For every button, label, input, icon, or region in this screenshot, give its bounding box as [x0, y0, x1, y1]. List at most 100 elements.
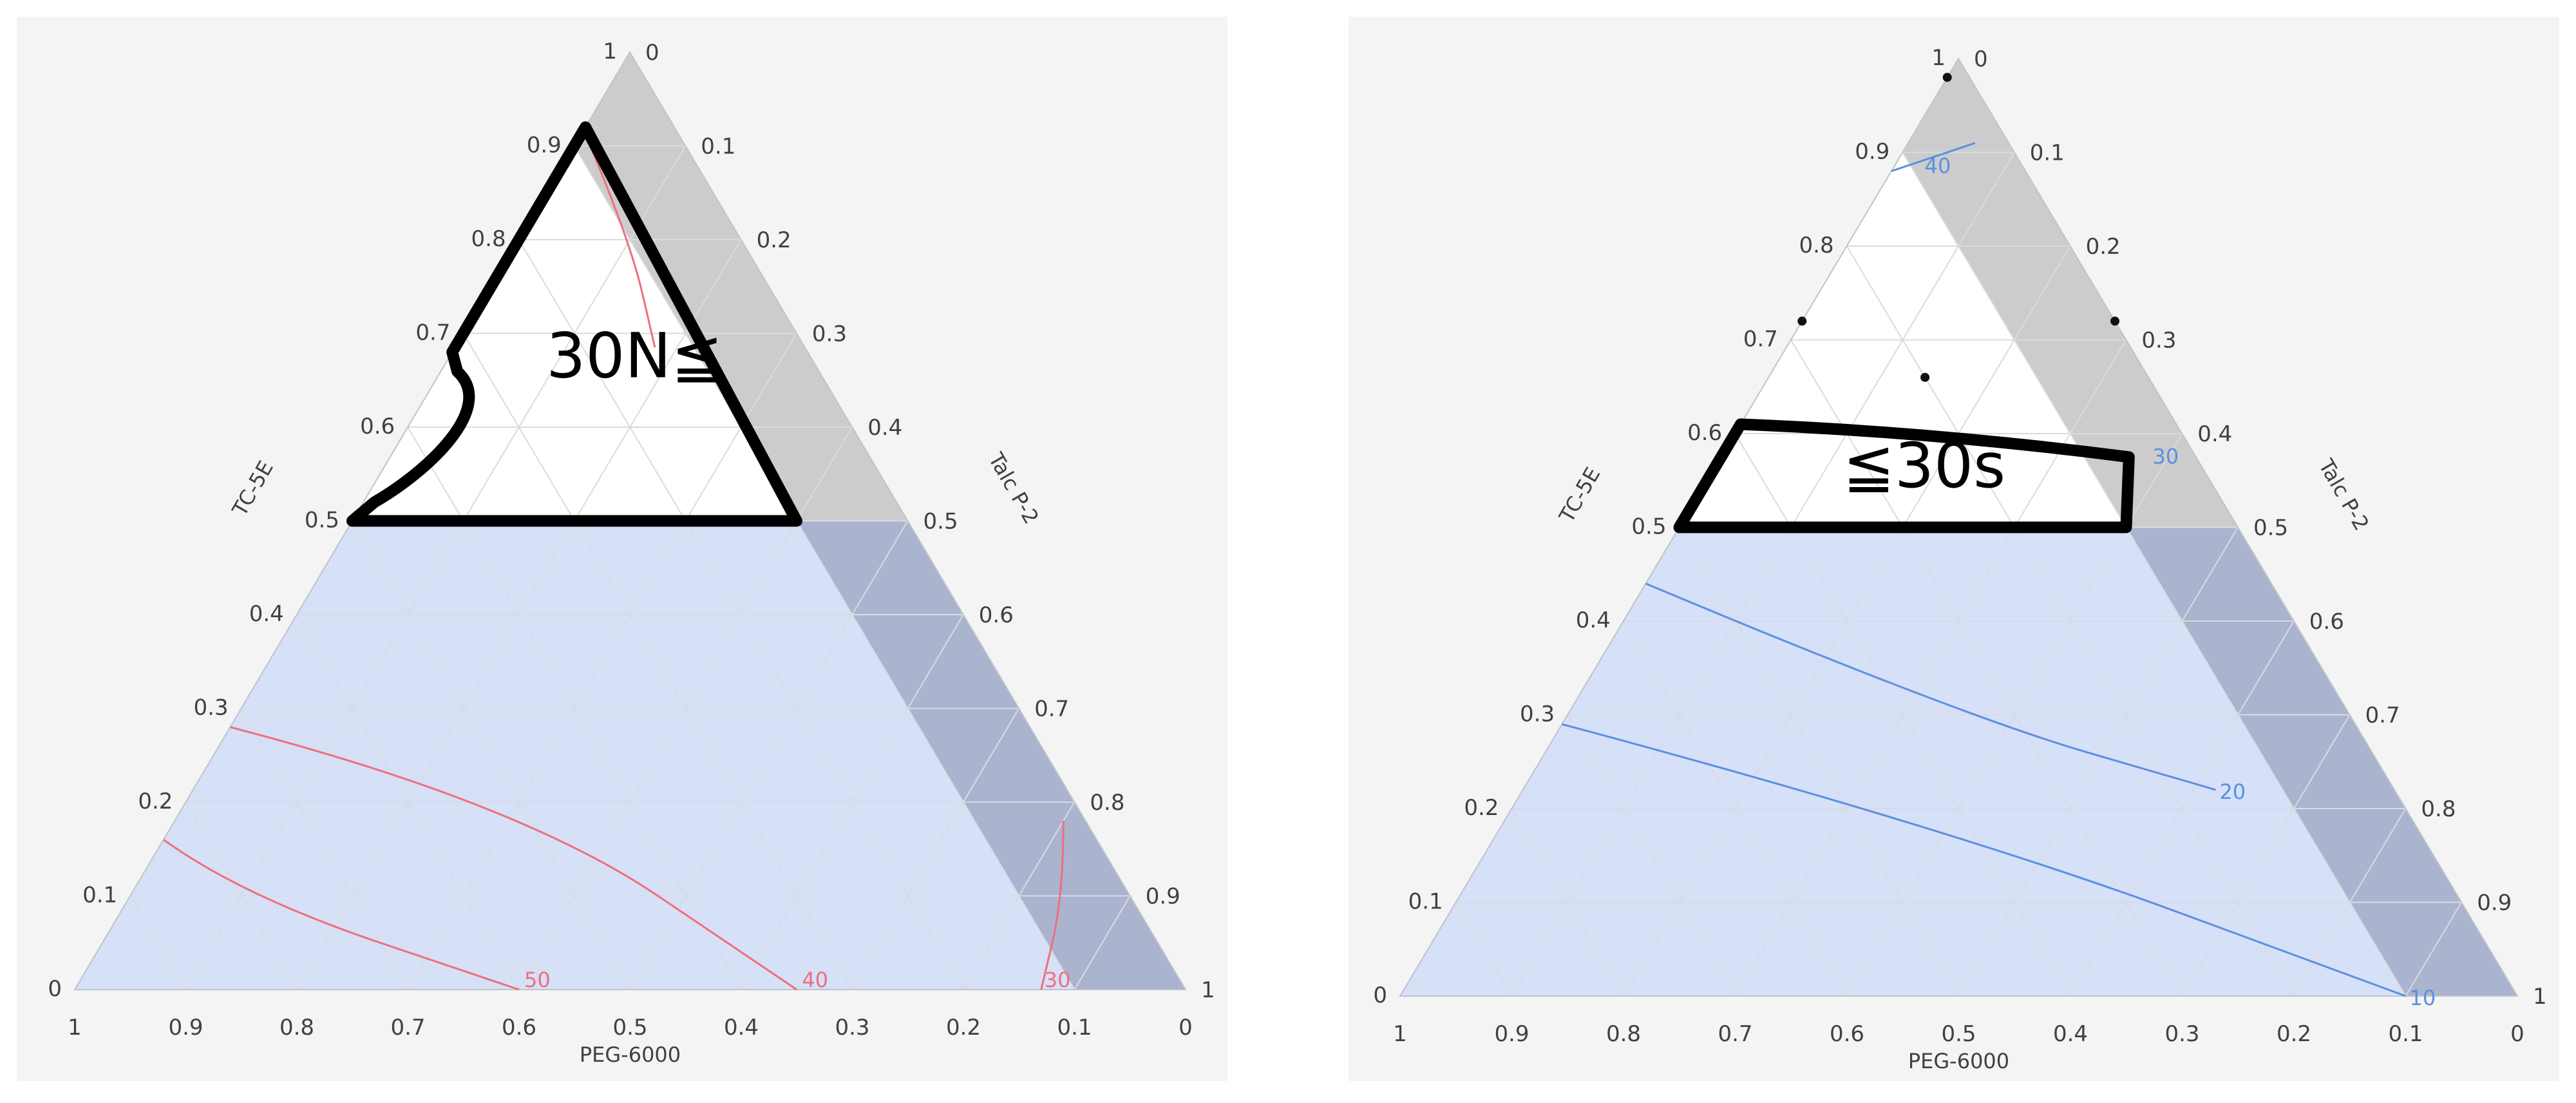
tick-tc5e: 0.3	[1520, 702, 1555, 727]
tick-talc: 0.6	[979, 602, 1014, 628]
tick-talc: 0.4	[2197, 421, 2232, 447]
left-ternary-plot: 50 40 3030N≦0010.10.10.90.20.20.80.30.30.7…	[48, 39, 1215, 1067]
design-point	[1942, 73, 1952, 82]
grid-line-peg	[518, 239, 964, 990]
grid-line-peg	[1455, 901, 1513, 997]
tick-tc5e: 0.5	[305, 508, 339, 533]
highlight-annotation: 30N≦	[546, 320, 723, 392]
tick-peg: 0.6	[1830, 1021, 1864, 1047]
tick-tc5e: 0.6	[360, 414, 395, 439]
tick-tc5e: 0.2	[1464, 795, 1499, 821]
left-ternary-panel: 50 40 30 30N≦ 0 0 1 0.1 0.1 0.9 0.2 0.2 0.8 0.3 0.3 0.7…	[17, 17, 1227, 1081]
tick-peg: 0.3	[2164, 1021, 2199, 1047]
grid-line-talc	[851, 707, 1019, 990]
tick-tc5e: 0.3	[194, 695, 229, 721]
tick-talc: 0.5	[923, 509, 958, 535]
tick-tc5e: 0.8	[1799, 233, 1834, 258]
tick-tc5e: 0.5	[1631, 514, 1666, 540]
grid-line-peg	[1678, 526, 1960, 997]
contour-line-20	[1645, 582, 2216, 791]
grid-line-talc	[1511, 151, 2015, 997]
tick-tc5e: 0	[48, 976, 62, 1002]
tick-peg: 0.2	[2277, 1021, 2311, 1047]
grid-line-talc	[185, 145, 687, 990]
design-point	[1920, 372, 1930, 382]
axis-title-talc: Talc P-2	[983, 448, 1044, 528]
design-point	[1797, 316, 1807, 326]
tick-peg: 0.5	[1941, 1021, 1976, 1047]
tick-talc: 0.6	[2309, 609, 2344, 635]
tick-tc5e: 0.2	[138, 789, 173, 814]
tick-talc: 0.1	[701, 134, 735, 160]
tick-peg: 0.7	[390, 1015, 425, 1041]
contour-line-30	[1040, 821, 1065, 990]
axis-title-peg: PEG-6000	[580, 1042, 681, 1067]
tick-peg: 0.3	[835, 1015, 869, 1041]
contour-line-40	[1891, 142, 1976, 173]
tick-tc5e: 0.1	[1408, 889, 1443, 915]
grid-line-peg	[1567, 714, 1736, 997]
tick-talc: 0.2	[2086, 234, 2121, 260]
tick-peg: 1	[68, 1015, 82, 1041]
tick-talc: 0.7	[2365, 703, 2400, 729]
contour-label-10: 10	[2410, 986, 2436, 1010]
contour-line-10	[1562, 723, 2407, 997]
grid-line-peg	[1902, 151, 2407, 997]
axis-title-peg: PEG-6000	[1908, 1049, 2009, 1073]
contour-line-50	[163, 838, 520, 991]
tick-talc: 0.3	[812, 321, 847, 347]
contour-line-40	[587, 140, 656, 348]
tick-peg: 0.9	[168, 1015, 203, 1041]
tick-peg: 1	[1393, 1021, 1407, 1047]
highlight-region-outline	[1673, 418, 2135, 533]
grid-line-peg	[462, 332, 853, 990]
tick-peg: 0.2	[946, 1015, 981, 1041]
tick-talc: 0.9	[1146, 884, 1180, 910]
tick-tc5e: 1	[1931, 45, 1946, 71]
tick-tc5e: 0.8	[471, 226, 506, 252]
tick-peg: 0.8	[279, 1015, 314, 1041]
contour-label-50: 50	[524, 968, 551, 992]
axis-title-talc: Talc P-2	[2313, 454, 2374, 535]
grid-line-peg	[1790, 339, 2183, 997]
highlight-annotation: ≦30s	[1843, 430, 2006, 502]
grid-line-talc	[407, 332, 797, 990]
tick-peg: 0.1	[2388, 1021, 2423, 1047]
tick-tc5e: 0.4	[1576, 608, 1611, 633]
contour-label-30: 30	[2153, 444, 2179, 468]
grid-line-talc	[2405, 901, 2463, 997]
contour-label-40: 40	[1925, 153, 1951, 178]
tick-peg: 0.6	[502, 1015, 536, 1041]
tick-peg: 0.7	[1718, 1021, 1752, 1047]
contour-line-40	[229, 726, 798, 991]
tick-tc5e: 0.7	[415, 320, 450, 346]
grid-line-peg	[1622, 620, 1848, 997]
tick-tc5e: 0.9	[527, 133, 562, 158]
tick-tc5e: 0.4	[249, 601, 284, 627]
grid-line-peg	[1846, 245, 2295, 997]
tick-talc: 0.8	[1090, 790, 1124, 816]
contour-label-20: 20	[2219, 780, 2246, 804]
axis-title-tc5e: TC-5E	[227, 457, 278, 521]
tick-talc: 0.8	[2421, 796, 2456, 822]
tick-talc: 0.3	[2141, 328, 2176, 354]
design-point	[2110, 316, 2120, 326]
axis-title-tc5e: TC-5E	[1554, 463, 1605, 528]
tick-peg: 0	[2510, 1021, 2524, 1047]
tick-tc5e: 0.7	[1743, 327, 1778, 352]
grid-line-peg	[1511, 808, 1624, 997]
tick-tc5e: 0	[1373, 983, 1387, 1008]
grid-line-peg	[573, 145, 1075, 990]
grid-line-peg	[129, 895, 187, 990]
tick-tc5e: 0.6	[1687, 420, 1722, 446]
grid-line-talc	[1958, 526, 2239, 997]
tick-peg: 0.9	[1494, 1021, 1529, 1047]
tick-peg: 0.4	[2053, 1021, 2088, 1047]
tick-talc: 0.7	[1034, 696, 1069, 722]
contour-label-30: 30	[1045, 968, 1071, 992]
contour-label-40: 40	[802, 968, 828, 992]
right-ternary-plot: 40302010≦30s0010.10.10.90.20.20.80.30.30…	[1373, 45, 2546, 1073]
tick-talc: 0	[645, 40, 659, 66]
highlight-region-outline	[346, 121, 802, 527]
grid-line-peg	[296, 614, 520, 990]
